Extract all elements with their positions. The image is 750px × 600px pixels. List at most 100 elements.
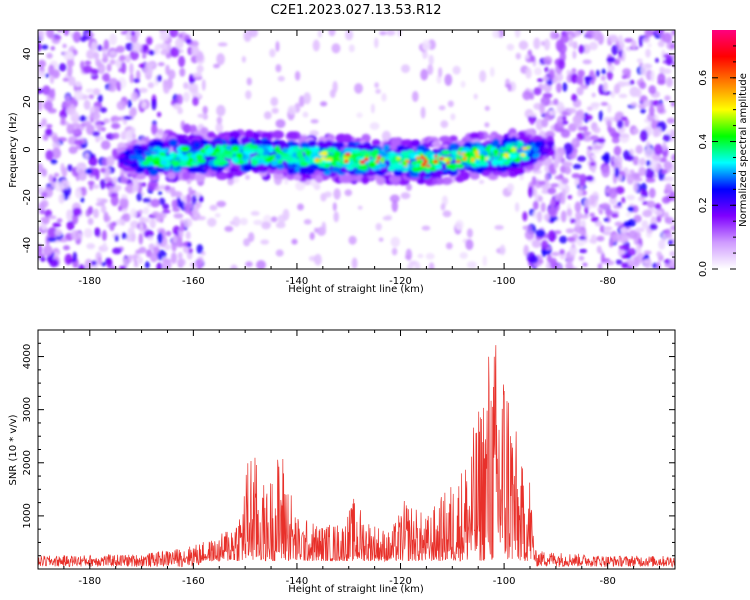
noise-blob <box>648 85 657 95</box>
noise-blob <box>567 194 573 200</box>
noise-blob <box>179 67 186 77</box>
noise-blob <box>379 31 387 36</box>
noise-blob <box>277 75 285 82</box>
noise-blob <box>62 77 69 82</box>
noise-blob <box>351 257 358 269</box>
noise-blob <box>571 173 581 179</box>
noise-blob <box>455 219 464 231</box>
echo-blob <box>284 156 295 163</box>
noise-blob <box>540 202 546 213</box>
noise-blob <box>157 62 165 67</box>
echo-blob <box>213 158 220 166</box>
noise-blob <box>507 183 514 193</box>
noise-blob <box>479 70 487 83</box>
echo-blob <box>328 147 334 153</box>
echo-blob <box>207 146 214 154</box>
echo-blob <box>307 140 317 148</box>
noise-blob <box>574 217 581 228</box>
peak-blob <box>314 158 319 163</box>
noise-blob <box>428 54 434 66</box>
noise-blob <box>54 35 62 40</box>
noise-blob <box>65 94 71 106</box>
echo-blob <box>371 139 381 147</box>
snr-y-axis: 1000 2000 3000 4000 <box>22 329 675 570</box>
noise-blob <box>199 195 204 203</box>
noise-blob <box>50 158 58 165</box>
noise-blob <box>122 115 133 120</box>
noise-blob <box>605 209 613 216</box>
noise-blob <box>529 119 535 125</box>
echo-blob <box>270 160 279 166</box>
noise-blob <box>83 99 91 110</box>
noise-blob <box>606 70 614 81</box>
noise-blob <box>662 32 673 43</box>
noise-blob <box>141 101 147 109</box>
noise-blob <box>634 160 639 165</box>
noise-blob <box>634 227 645 233</box>
noise-blob <box>598 110 603 122</box>
noise-blob <box>549 31 556 40</box>
noise-blob <box>386 30 396 36</box>
noise-blob <box>142 53 147 59</box>
echo-blob <box>229 166 239 174</box>
echo-blob <box>193 141 201 149</box>
noise-blob <box>96 197 102 203</box>
noise-blob <box>129 62 134 75</box>
noise-blob <box>163 185 171 191</box>
noise-blob <box>629 169 635 174</box>
peak-blob <box>501 157 506 161</box>
echo-blob <box>218 156 225 163</box>
echo-blob <box>469 132 480 139</box>
noise-blob <box>136 192 142 202</box>
noise-blob <box>52 69 60 79</box>
noise-blob <box>149 252 158 263</box>
noise-blob <box>116 80 121 91</box>
noise-blob <box>125 42 134 51</box>
echo-blob <box>190 161 200 166</box>
peak-blob <box>511 147 517 153</box>
noise-blob <box>207 217 217 227</box>
noise-blob <box>42 133 49 141</box>
noise-blob <box>183 91 190 103</box>
noise-blob <box>38 31 45 42</box>
noise-blob <box>562 120 569 125</box>
echo-blob <box>383 144 390 151</box>
echo-blob <box>418 170 426 179</box>
noise-blob <box>602 81 608 93</box>
echo-blob <box>182 171 191 180</box>
noise-blob <box>629 79 635 85</box>
noise-blob <box>538 180 546 186</box>
noise-blob <box>576 132 585 141</box>
echo-blob <box>387 165 396 172</box>
noise-blob <box>589 69 595 76</box>
echo-blob <box>291 157 299 163</box>
noise-blob <box>638 166 647 177</box>
noise-blob <box>567 236 576 242</box>
echo-blob <box>179 161 187 167</box>
noise-blob <box>169 46 180 58</box>
noise-blob <box>246 77 252 86</box>
noise-blob <box>112 132 120 139</box>
noise-blob <box>41 168 48 177</box>
echo-blob <box>299 166 309 175</box>
noise-blob <box>127 254 133 263</box>
noise-blob <box>99 179 106 190</box>
colorbar-tick-label: 0.4 <box>698 134 709 150</box>
peak-blob <box>375 160 380 164</box>
noise-blob <box>216 116 223 125</box>
noise-blob <box>106 258 113 269</box>
noise-blob <box>650 70 655 82</box>
noise-blob <box>590 135 599 141</box>
noise-blob <box>645 160 651 167</box>
echo-blob <box>491 138 500 148</box>
noise-blob <box>561 110 568 116</box>
noise-blob <box>183 82 189 90</box>
noise-blob <box>494 225 504 230</box>
noise-blob <box>572 163 582 170</box>
noise-blob <box>99 107 108 113</box>
noise-blob <box>620 227 628 234</box>
peak-blob <box>364 153 370 158</box>
noise-blob <box>150 198 161 208</box>
noise-blob <box>70 111 80 124</box>
